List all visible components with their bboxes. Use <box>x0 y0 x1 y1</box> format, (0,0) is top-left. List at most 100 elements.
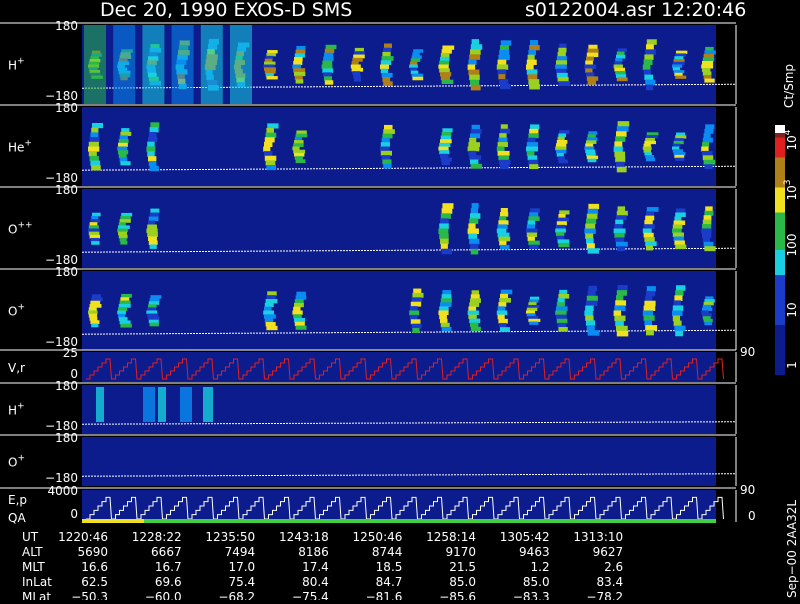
panel-label: H+ <box>8 402 25 418</box>
spectrogram-cell <box>500 289 513 295</box>
spectrogram-cell <box>585 223 596 229</box>
spectrogram-cell <box>90 132 99 138</box>
spectrogram-cell <box>264 302 274 308</box>
spectrogram-cell <box>90 320 100 325</box>
spectrogram-cell <box>91 127 99 133</box>
spectrogram-cell <box>526 232 538 238</box>
spectrogram-cell <box>527 316 539 320</box>
spectrogram-cell <box>526 69 538 75</box>
row-name: MLat <box>22 590 51 600</box>
spectrogram-cell <box>500 207 508 213</box>
spectrogram-cell <box>383 129 395 135</box>
spectrogram-cell <box>470 294 480 299</box>
spectrogram-cell <box>642 146 652 150</box>
spectrogram-cell <box>440 72 452 77</box>
spectrogram-cell <box>469 318 481 324</box>
spectrogram-cell <box>497 306 506 311</box>
cell: 6667 <box>151 545 182 559</box>
spectrogram-cell <box>498 220 509 225</box>
spectrogram-cell <box>558 159 568 164</box>
spectrogram-cell <box>471 39 479 45</box>
panel-label: O+ <box>8 454 25 470</box>
spectrogram-cell <box>266 325 278 331</box>
cell: 9627 <box>593 545 624 559</box>
spectrogram-cell <box>438 64 449 69</box>
spectrogram-cell <box>120 323 132 328</box>
spectrogram-cell <box>617 48 627 53</box>
spectrogram-cell <box>147 224 158 229</box>
spectrogram-cell <box>468 314 477 320</box>
spectrogram-cell <box>88 313 98 318</box>
spectrogram-cell <box>439 60 450 65</box>
tick-label: −180 <box>45 89 78 103</box>
spectrogram-cell <box>264 151 273 157</box>
spectrogram-cell <box>119 135 128 140</box>
spectrogram-cell <box>703 318 713 323</box>
spectrogram-cell <box>410 319 421 325</box>
spectrogram-cell <box>295 295 307 300</box>
spectrogram-cell <box>644 152 652 156</box>
spectrogram-cell <box>530 124 540 130</box>
spectrogram-cell <box>88 141 99 147</box>
spectrogram-cell <box>292 64 301 69</box>
spectrogram-cell <box>383 47 392 53</box>
spectrogram-cell <box>704 78 715 83</box>
spectrogram-cell <box>440 218 449 224</box>
tick-label: 0 <box>70 507 78 521</box>
spectrogram-cell <box>530 296 540 300</box>
spectrogram-cell <box>380 142 390 147</box>
cell: 69.6 <box>155 575 182 589</box>
spectrogram-cell <box>294 140 304 144</box>
spectrogram-cell <box>643 149 652 153</box>
spectrogram-cell <box>499 323 507 328</box>
spectrogram-cell <box>496 228 507 234</box>
spectrogram-cell <box>586 137 598 141</box>
spectrogram-cell <box>557 156 566 161</box>
spectrogram-cell <box>586 238 594 244</box>
spectrogram-cell <box>121 293 132 298</box>
spectrogram-cell <box>499 133 507 139</box>
spectrogram-cell <box>148 236 157 241</box>
spectrogram-cell <box>293 149 306 154</box>
spectrogram-cell <box>614 61 622 65</box>
spectrogram-cell <box>381 72 393 78</box>
spectrogram-cell <box>673 320 682 327</box>
spectrogram-cell <box>530 40 539 46</box>
cell: 16.7 <box>155 560 182 574</box>
spectrogram-cell <box>470 208 478 214</box>
spectrogram-cell <box>526 64 534 70</box>
spectrogram-cell <box>705 46 714 51</box>
spectrogram-cell <box>701 310 709 314</box>
spectrogram-cell <box>528 159 539 165</box>
spectrogram-cell <box>559 43 567 49</box>
spectrogram-cell <box>89 303 102 308</box>
spectrogram-cell <box>470 49 481 55</box>
spectrogram-cell <box>440 213 451 219</box>
spectrogram-cell <box>616 74 627 78</box>
spectrogram-cell <box>615 219 624 225</box>
spectrogram-cell <box>324 48 335 54</box>
row-name: UT <box>22 530 39 544</box>
spectrogram-cell <box>410 306 418 311</box>
spectrogram-cell <box>643 69 651 76</box>
cell: 18.5 <box>376 560 403 574</box>
spectrogram-cell <box>148 319 159 324</box>
spectrogram-cell <box>642 228 652 234</box>
spectrogram-cell <box>413 288 422 294</box>
spectrogram-cell <box>556 139 568 144</box>
right-tick-label: 90 <box>740 345 755 359</box>
spectrogram-cell <box>118 303 131 308</box>
cell: −78.2 <box>586 590 623 600</box>
spectrogram-cell <box>471 124 480 130</box>
panel-label: O++ <box>8 221 33 237</box>
spectrogram-cell <box>468 59 477 65</box>
spectrogram-cell <box>413 49 424 53</box>
spectrogram-cell <box>674 56 684 60</box>
spectrogram-cell <box>645 241 657 247</box>
spectrogram-cell <box>411 297 423 303</box>
spectrogram-cell <box>497 142 508 147</box>
spectrogram-cell <box>295 325 307 330</box>
spectrogram-cell <box>556 314 567 320</box>
spectrogram-cell <box>646 44 654 50</box>
spectrogram-cell <box>438 310 449 316</box>
